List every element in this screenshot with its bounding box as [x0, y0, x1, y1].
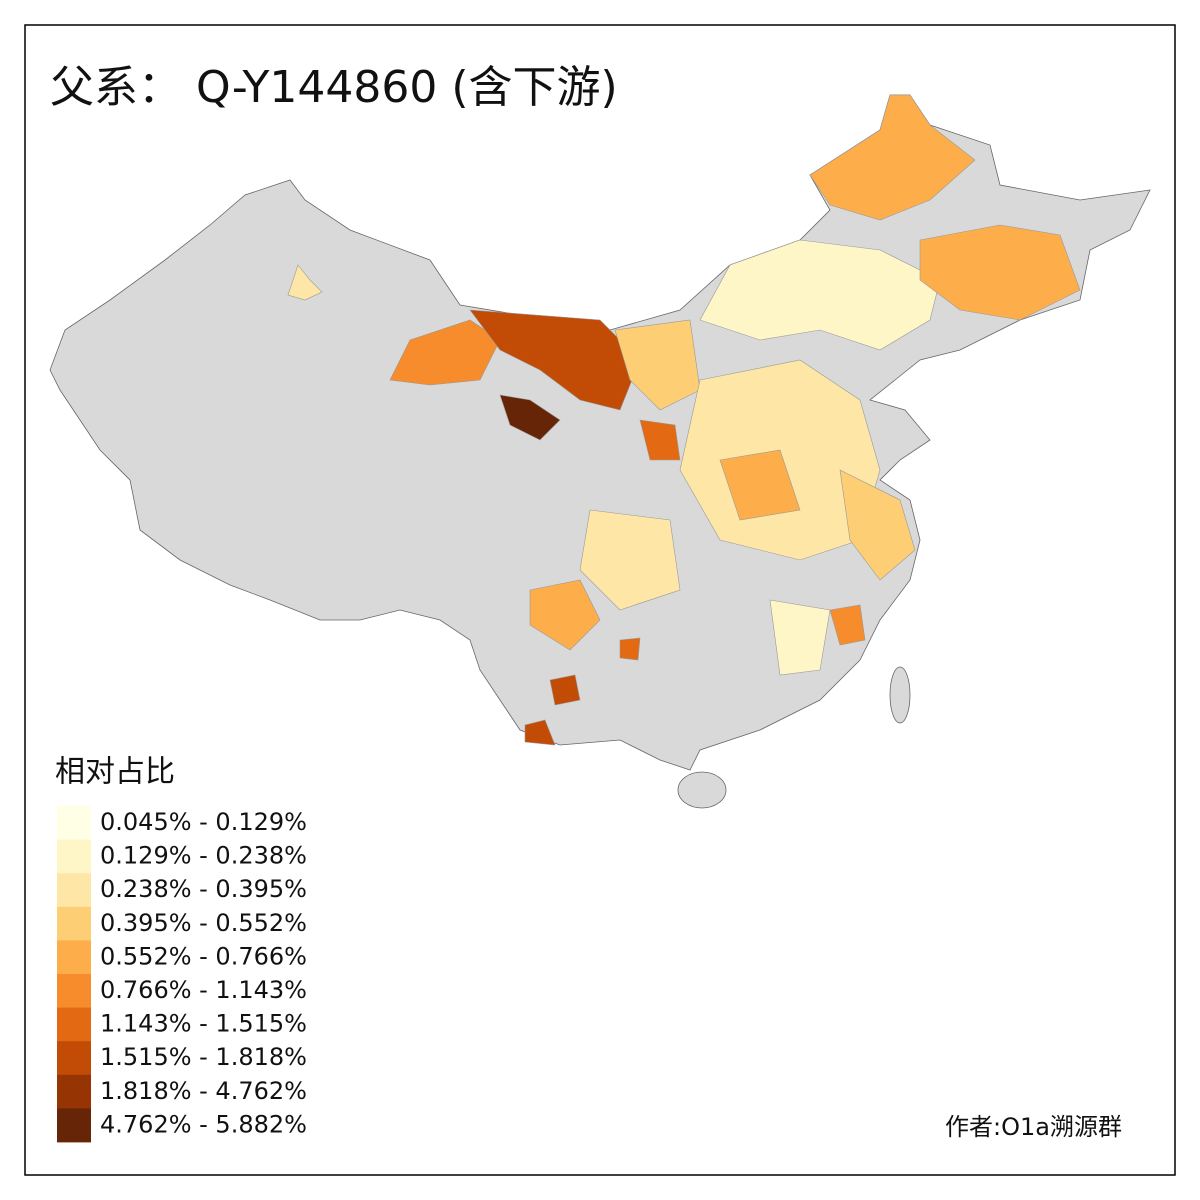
legend-swatch	[57, 806, 91, 840]
region	[809, 94, 976, 221]
region	[469, 309, 641, 411]
region	[614, 319, 701, 411]
region	[839, 469, 916, 581]
region	[579, 509, 681, 611]
region	[719, 449, 801, 521]
region	[699, 239, 941, 351]
island	[677, 771, 727, 809]
legend-swatch	[57, 940, 91, 975]
legend-label: 0.766% - 1.143%	[100, 976, 307, 1004]
legend: 0.045% - 0.129% 0.129% - 0.238% 0.238% - 0…	[57, 806, 307, 1143]
island	[889, 666, 911, 724]
region	[829, 604, 866, 646]
legend-label: 0.395% - 0.552%	[100, 909, 307, 937]
region	[769, 599, 831, 676]
legend-label: 0.552% - 0.766%	[100, 942, 307, 970]
region	[619, 637, 641, 661]
legend-swatch	[57, 1074, 91, 1109]
legend-swatch	[57, 974, 91, 1008]
region	[639, 419, 681, 461]
legend-swatch	[57, 1041, 91, 1076]
map	[49, 94, 1151, 809]
legend-label: 4.762% - 5.882%	[100, 1110, 307, 1138]
region	[287, 264, 323, 301]
legend-label: 0.238% - 0.395%	[100, 875, 307, 903]
region	[919, 224, 1081, 321]
legend-swatch	[57, 839, 91, 874]
legend-label: 0.129% - 0.238%	[100, 842, 307, 870]
legend-swatch	[57, 906, 91, 941]
legend-label: 1.515% - 1.818%	[100, 1043, 307, 1071]
region	[499, 394, 561, 441]
legend-label: 1.143% - 1.515%	[100, 1010, 307, 1038]
legend-title: 相对占比	[55, 755, 175, 790]
legend-swatch	[57, 873, 91, 908]
region	[549, 674, 581, 706]
credit: 作者:O1a溯源群	[945, 1113, 1122, 1141]
legend-label: 0.045% - 0.129%	[100, 808, 307, 836]
region	[524, 719, 556, 746]
legend-swatch	[57, 1108, 91, 1143]
region	[529, 579, 601, 651]
map-title: 父系： Q-Y144860 (含下游)	[50, 62, 618, 113]
legend-swatch	[57, 1007, 91, 1042]
legend-label: 1.818% - 4.762%	[100, 1077, 307, 1105]
